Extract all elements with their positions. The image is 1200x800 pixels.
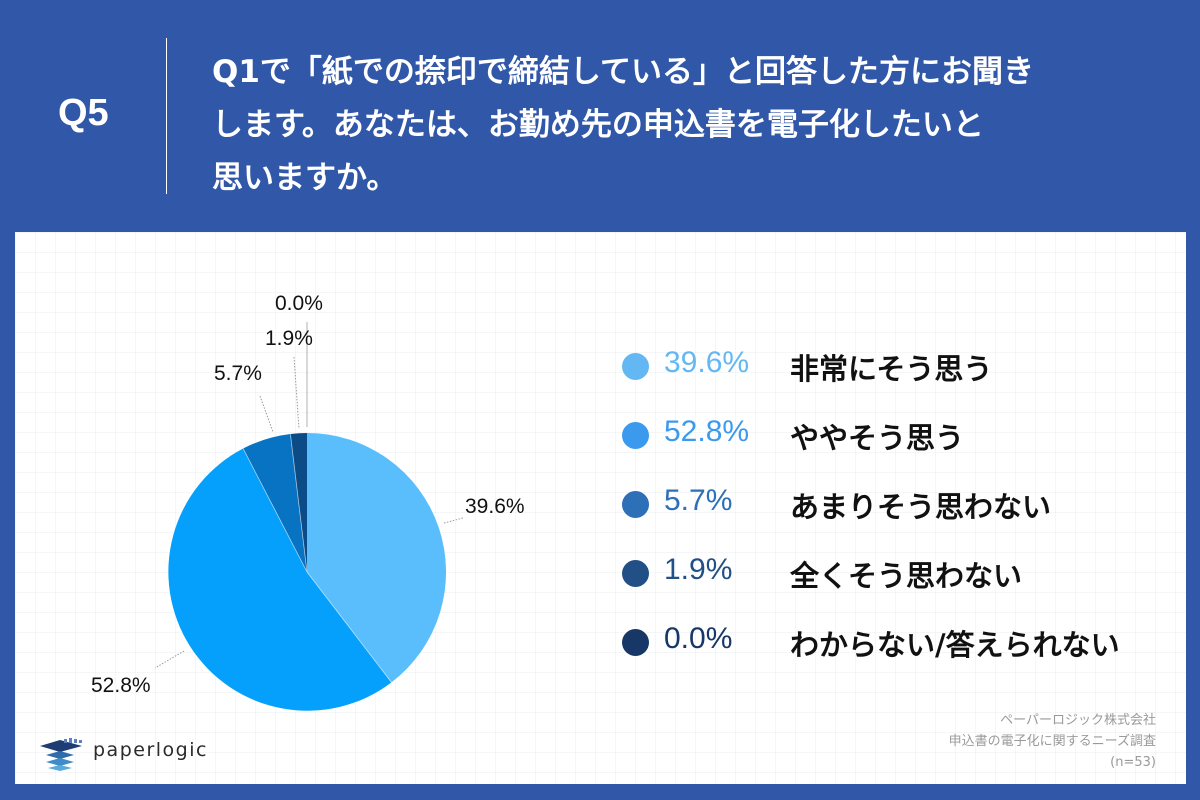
legend-dot-icon (622, 560, 649, 587)
legend-percentage: 39.6% (664, 346, 750, 379)
pie-label-39-6: 39.6% (465, 495, 525, 518)
layers-logo-icon (40, 738, 82, 771)
legend-percentage: 1.9% (664, 553, 733, 586)
legend-label: ややそう思う (790, 421, 965, 455)
question-line-1: Q1で「紙での捺印で締結している」と回答した方にお聞き (212, 54, 1034, 90)
source-company: ペーパーロジック株式会社 (1000, 713, 1156, 728)
legend-dot-icon (622, 353, 649, 380)
legend-label: わからない/答えられない (790, 628, 1120, 662)
source-note: ペーパーロジック株式会社 申込書の電子化に関するニーズ調査 (n=53) (949, 710, 1156, 773)
header-banner: Q5 Q1で「紙での捺印で締結している」と回答した方にお聞き します。あなたは、… (0, 0, 1200, 232)
leader-line-1-9 (293, 356, 300, 430)
pie-slice-strongly-agree (307, 432, 447, 683)
logo-text: paperlogic (93, 739, 208, 761)
leader-line-5-7 (259, 395, 274, 433)
leader-line-39-6 (443, 517, 464, 524)
header-divider (166, 38, 167, 194)
pie-label-5-7: 5.7% (214, 362, 262, 385)
paperlogic-logo: paperlogic (38, 735, 218, 775)
question-line-2: します。あなたは、お勤め先の申込書を電子化したいと (212, 107, 984, 143)
pie-label-1-9: 1.9% (265, 327, 313, 350)
pie-label-0-0: 0.0% (275, 292, 323, 315)
legend-dot-icon (622, 422, 649, 449)
pie-slice-somewhat-agree (168, 448, 392, 711)
legend-label: 全くそう思わない (790, 559, 1023, 593)
legend-percentage: 0.0% (664, 622, 733, 655)
pie-slice-not-really (243, 434, 307, 572)
question-line-3: 思いますか。 (212, 160, 398, 196)
legend-dot-icon (622, 491, 649, 518)
question-text: Q1で「紙での捺印で締結している」と回答した方にお聞き します。あなたは、お勤め… (212, 46, 1172, 205)
legend-percentage: 5.7% (664, 484, 733, 517)
legend-label: 非常にそう思う (790, 352, 993, 386)
source-sample-size: (n=53) (1110, 755, 1156, 770)
legend-percentage: 52.8% (664, 415, 750, 448)
question-number: Q5 (58, 92, 109, 134)
pie-label-52-8: 52.8% (91, 674, 151, 697)
legend-label: あまりそう思わない (790, 490, 1052, 524)
source-survey: 申込書の電子化に関するニーズ調査 (948, 734, 1156, 749)
legend-dot-icon (622, 629, 649, 656)
leader-line-52-8 (154, 650, 185, 669)
